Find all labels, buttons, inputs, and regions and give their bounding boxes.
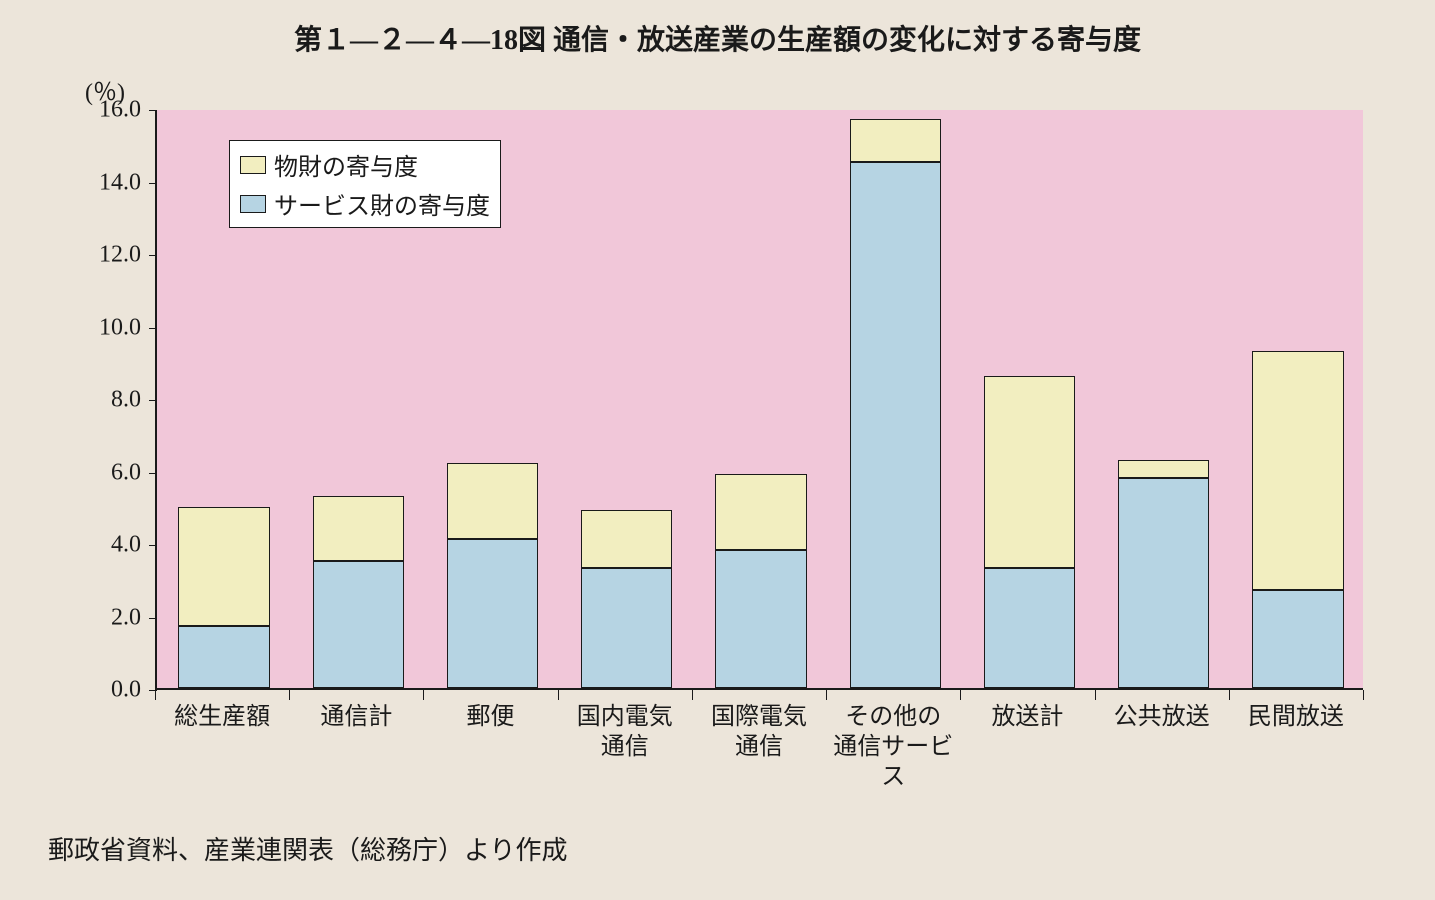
x-axis-label: 国内電気 通信 <box>558 702 692 762</box>
x-axis-label: 民間放送 <box>1229 702 1363 732</box>
y-tick-mark <box>149 400 157 401</box>
bar-segment-goods <box>447 463 538 539</box>
y-tick-mark <box>149 473 157 474</box>
bar-segment-service <box>1118 478 1209 688</box>
x-tick-mark <box>1095 690 1096 700</box>
y-tick-label: 2.0 <box>69 604 141 631</box>
x-tick-mark <box>1363 690 1364 700</box>
y-tick-mark <box>149 545 157 546</box>
bar-segment-goods <box>178 507 269 627</box>
y-tick-mark <box>149 618 157 619</box>
y-tick-mark <box>149 328 157 329</box>
page: 第１―２―４―18図 通信・放送産業の生産額の変化に対する寄与度 (％) 物財の… <box>0 0 1435 900</box>
bar-segment-goods <box>1118 460 1209 478</box>
bar-segment-service <box>581 568 672 688</box>
y-tick-label: 8.0 <box>69 387 141 414</box>
y-tick-label: 10.0 <box>69 314 141 341</box>
x-tick-mark <box>826 690 827 700</box>
x-axis-label: その他の 通信サービ ス <box>826 702 960 792</box>
legend: 物財の寄与度サービス財の寄与度 <box>229 140 501 228</box>
bar-segment-goods <box>850 119 941 163</box>
bar-segment-service <box>447 539 538 688</box>
bar-segment-service <box>313 561 404 688</box>
y-tick-mark <box>149 255 157 256</box>
x-axis-label: 郵便 <box>423 702 557 732</box>
x-axis-label: 放送計 <box>960 702 1094 732</box>
x-tick-mark <box>558 690 559 700</box>
bar-segment-service <box>1252 590 1343 688</box>
bar-segment-service <box>715 550 806 688</box>
x-axis-label: 総生産額 <box>155 702 289 732</box>
y-tick-mark <box>149 110 157 111</box>
legend-item: 物財の寄与度 <box>240 147 490 182</box>
x-tick-mark <box>692 690 693 700</box>
legend-label: サービス財の寄与度 <box>274 186 490 221</box>
bar-segment-goods <box>581 510 672 568</box>
legend-swatch <box>240 156 266 174</box>
x-axis-label: 通信計 <box>289 702 423 732</box>
x-axis-label: 国際電気 通信 <box>692 702 826 762</box>
y-tick-label: 0.0 <box>69 677 141 704</box>
legend-item: サービス財の寄与度 <box>240 186 490 221</box>
x-tick-mark <box>1229 690 1230 700</box>
y-tick-label: 4.0 <box>69 532 141 559</box>
bar-segment-goods <box>715 474 806 550</box>
x-axis-label: 公共放送 <box>1095 702 1229 732</box>
y-tick-label: 14.0 <box>69 169 141 196</box>
y-tick-label: 6.0 <box>69 459 141 486</box>
y-tick-mark <box>149 183 157 184</box>
legend-label: 物財の寄与度 <box>274 147 418 182</box>
x-tick-mark <box>423 690 424 700</box>
bar-segment-service <box>178 626 269 688</box>
chart-container: 物財の寄与度サービス財の寄与度 0.0 2.0 4.0 6.0 8.0 10.0 12.0 1… <box>0 0 1435 900</box>
y-tick-label: 12.0 <box>69 242 141 269</box>
bar-segment-goods <box>313 496 404 561</box>
bar-segment-goods <box>1252 351 1343 590</box>
bar-segment-service <box>984 568 1075 688</box>
bar-segment-goods <box>984 376 1075 568</box>
x-tick-mark <box>155 690 156 700</box>
x-tick-mark <box>289 690 290 700</box>
chart-footnote: 郵政省資料、産業連関表（総務庁）より作成 <box>48 830 567 867</box>
bar-segment-service <box>850 162 941 688</box>
legend-swatch <box>240 195 266 213</box>
x-tick-mark <box>960 690 961 700</box>
y-tick-label: 16.0 <box>69 97 141 124</box>
plot-area: 物財の寄与度サービス財の寄与度 0.02.04.06.08.010.012.01… <box>155 110 1363 690</box>
